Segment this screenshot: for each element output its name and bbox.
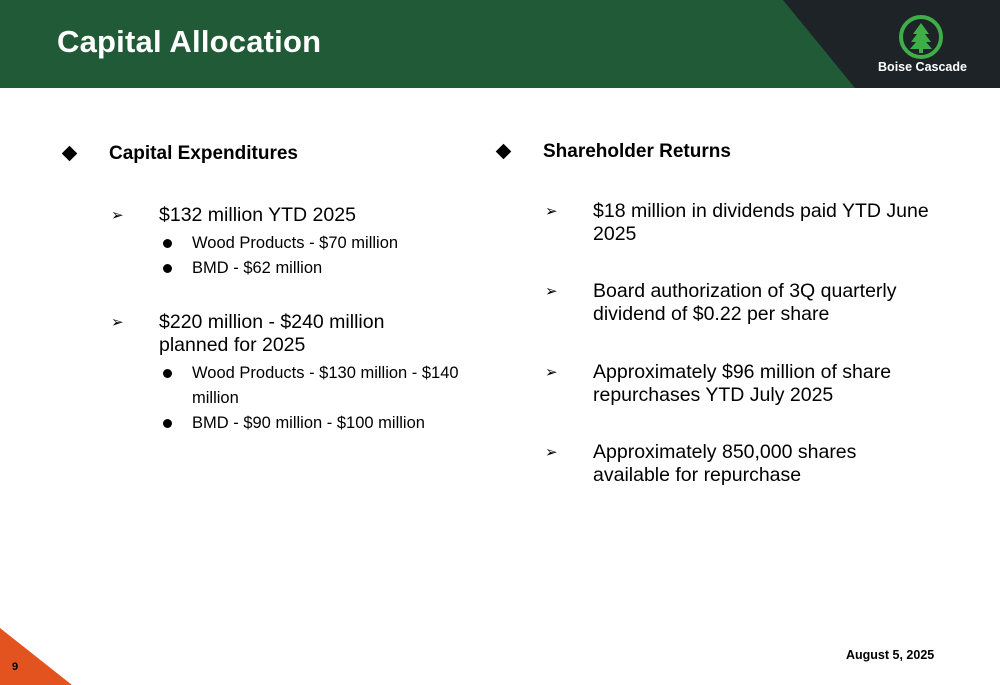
section-heading: Shareholder Returns xyxy=(495,138,966,172)
sub-list: Wood Products - $70 million BMD - $62 mi… xyxy=(62,231,482,281)
item-text: Approximately $96 million of share repur… xyxy=(593,361,892,406)
dot-bullet-icon xyxy=(163,264,172,273)
arrow-bullet-icon: ➢ xyxy=(111,207,124,224)
item-text: $18 million in dividends paid YTD June 2… xyxy=(593,200,929,245)
list-item: ➢ Approximately 850,000 shares available… xyxy=(496,441,966,487)
page-title: Capital Allocation xyxy=(57,24,322,59)
list-item: ➢ $18 million in dividends paid YTD June… xyxy=(496,200,966,246)
arrow-bullet-icon: ➢ xyxy=(545,444,558,461)
heading-text: Capital Expenditures xyxy=(109,143,298,164)
company-logo: Boise Cascade xyxy=(860,14,990,80)
arrow-bullet-icon: ➢ xyxy=(111,314,124,331)
list-item: ➢ $220 million - $240 million planned fo… xyxy=(62,311,482,436)
arrow-bullet-icon: ➢ xyxy=(545,203,558,220)
sub-item: BMD - $90 million - $100 million xyxy=(163,411,482,436)
item-text: Board authorization of 3Q quarterly divi… xyxy=(593,280,897,325)
item-text: $220 million - $240 million planned for … xyxy=(159,311,385,356)
list-item: ➢ Board authorization of 3Q quarterly di… xyxy=(496,280,966,326)
page-corner-triangle xyxy=(0,628,72,685)
logo-text: Boise Cascade xyxy=(878,60,967,74)
dot-bullet-icon xyxy=(163,369,172,378)
capital-expenditures-section: Capital Expenditures ➢ $132 million YTD … xyxy=(61,140,482,436)
sub-item: Wood Products - $70 million xyxy=(163,231,482,256)
presentation-date: August 5, 2025 xyxy=(846,648,935,662)
heading-text: Shareholder Returns xyxy=(543,141,731,162)
sub-list: Wood Products - $130 million - $140 mill… xyxy=(62,361,482,436)
item-text: $132 million YTD 2025 xyxy=(159,204,356,226)
header-dark-corner xyxy=(783,0,1000,88)
list-item: ➢ $132 million YTD 2025 Wood Products - … xyxy=(62,204,482,281)
diamond-bullet-icon xyxy=(495,143,512,160)
arrow-bullet-icon: ➢ xyxy=(545,283,558,300)
tree-icon xyxy=(899,15,943,59)
sub-item: Wood Products - $130 million - $140 mill… xyxy=(163,361,472,411)
item-text: Approximately 850,000 shares available f… xyxy=(593,441,857,486)
section-heading: Capital Expenditures xyxy=(61,140,482,174)
shareholder-returns-section: Shareholder Returns ➢ $18 million in div… xyxy=(495,138,966,487)
dot-bullet-icon xyxy=(163,419,172,428)
sub-item: BMD - $62 million xyxy=(163,256,482,281)
dot-bullet-icon xyxy=(163,239,172,248)
list-item: ➢ Approximately $96 million of share rep… xyxy=(496,361,966,407)
diamond-bullet-icon xyxy=(61,145,78,162)
arrow-bullet-icon: ➢ xyxy=(545,364,558,381)
page-number: 9 xyxy=(12,661,19,673)
